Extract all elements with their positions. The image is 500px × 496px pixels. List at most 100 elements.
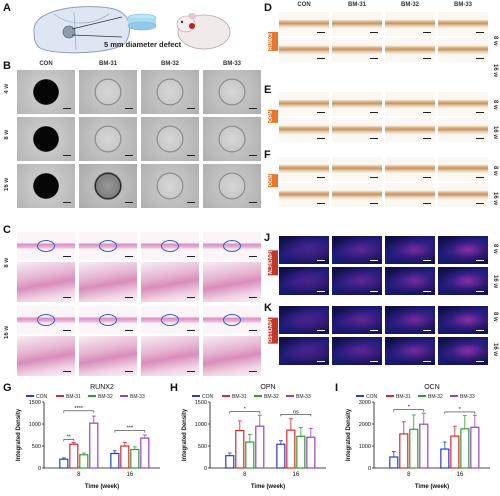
scale-bar [187,202,195,203]
scale-bar [423,291,431,292]
bar [450,435,460,469]
he-zoom-image [141,262,199,302]
defect-region-outline [99,314,117,326]
b-row-4w: 4 w [4,84,10,94]
d-col-con: CON [297,2,311,8]
x-axis-label: Time (week) [85,484,119,490]
legend-label: CON [366,394,378,400]
he-overview-image [141,306,199,334]
scale-bar [125,371,133,372]
chart-title: OPN [260,384,275,391]
b-col-bm31: BM-31 [98,61,117,67]
scale-bar [317,112,325,113]
scale-bar [63,202,71,203]
significance-label: ** [67,434,72,440]
micro-ct-image [203,70,261,114]
c-row-16w: 16 w [4,326,10,340]
significance-bracket [229,411,261,414]
y-axis-label: Integrated Density [346,408,352,461]
bar [286,429,296,469]
scale-bar [423,203,431,204]
y-tick-label: 500 [198,444,207,450]
e-row-8w: 8 w [492,100,498,110]
scale-bar [476,203,484,204]
significance-bracket [280,414,312,417]
micro-ct-image [203,164,261,208]
d-col-bm32: BM-32 [400,2,419,8]
scale-bar [249,155,257,156]
bar [69,443,79,469]
defect-region-outline [99,240,117,252]
scale-bar [63,108,71,109]
c-row-8w: 8 w [4,258,10,268]
scale-bar [125,202,133,203]
k-row-8w: 8 w [492,312,498,322]
immunofluorescence-image [438,236,488,264]
significance-bracket [114,430,146,433]
scale-bar [249,297,257,298]
significance-label: * [244,407,247,413]
y-tick-label: 1500 [29,400,41,406]
defect-region-outline [161,240,179,252]
k-row-16w: 16 w [492,343,498,357]
scale-bar [187,108,195,109]
immunofluorescence-image [438,337,488,365]
d-row-8w: 8 w [492,36,498,46]
d-col-bm31: BM-31 [347,2,366,8]
y-tick-label: 1000 [29,422,41,428]
panel-letter-d: D [264,2,272,14]
scale-bar [370,203,378,204]
legend-label: BM-31 [232,394,247,400]
scale-bar [249,202,257,203]
scale-bar [317,291,325,292]
scale-bar [317,138,325,139]
bar [460,428,470,469]
panel-letter-h: H [170,382,178,394]
scale-bar [423,330,431,331]
significance-bracket [393,409,425,412]
bar [110,452,120,469]
k-stain-tag: OST/DAPI [268,318,278,344]
panel-letter-f: F [264,149,271,161]
micro-ct-image [17,164,75,208]
bar [140,437,150,469]
scale-bar [370,58,378,59]
scale-bar [370,32,378,33]
immunofluorescence-image [332,267,382,295]
scale-bar [423,177,431,178]
micro-ct-image [141,117,199,161]
y-tick-label: 2000 [359,422,371,428]
b-row-16w: 16 w [4,178,10,192]
panel-letter-g: G [3,382,12,394]
legend-label: BM-33 [460,394,475,400]
immunofluorescence-image [332,306,382,334]
j-stain-tag: ALP/DAPI [268,250,278,276]
micro-ct-image [141,70,199,114]
immunofluorescence-image [279,337,329,365]
scale-bar [476,330,484,331]
bar [235,429,245,469]
scale-bar [476,138,484,139]
significance-bracket [63,439,75,442]
scale-bar [187,155,195,156]
immunofluorescence-image [332,337,382,365]
micro-ct-image [79,164,137,208]
he-zoom-image [203,336,261,376]
immunofluorescence-image [279,236,329,264]
chart-title: OCN [424,384,440,391]
y-tick-label: 3000 [359,400,371,406]
immunofluorescence-image [438,306,488,334]
significance-label: * [459,407,462,413]
scale-bar [249,256,257,257]
he-zoom-image [203,262,261,302]
y-axis-label: Integrated Density [182,408,188,461]
defect-region-outline [161,314,179,326]
bar [306,436,316,469]
panel-letter-e: E [264,84,272,96]
y-tick-label: 0 [38,466,41,472]
bar [79,454,89,469]
micro-ct-image [141,164,199,208]
scale-bar [476,112,484,113]
scale-bar [63,330,71,331]
panel-letter-i: I [335,382,339,394]
